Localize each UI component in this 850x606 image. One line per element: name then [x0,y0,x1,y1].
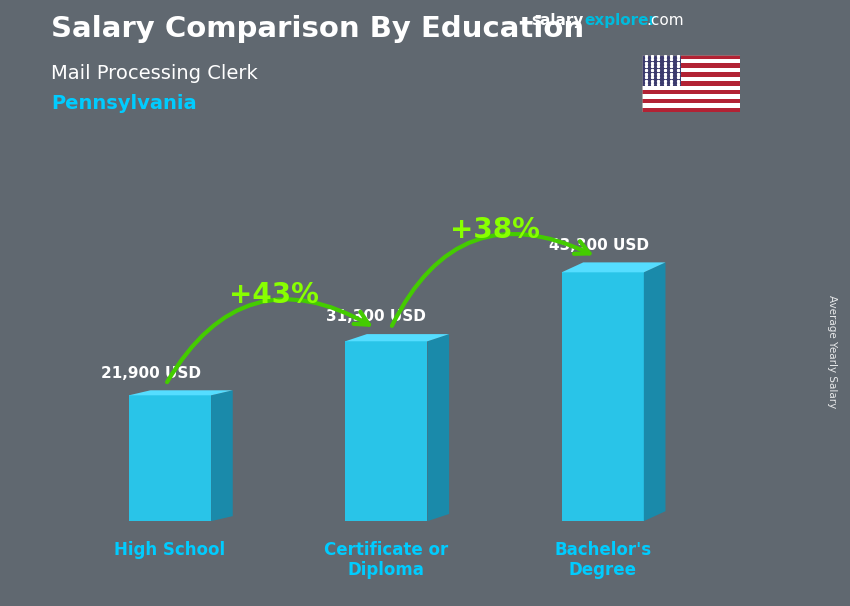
Bar [642,85,740,90]
Bar [642,59,740,64]
Polygon shape [428,334,449,521]
Text: 21,900 USD: 21,900 USD [101,365,201,381]
Text: +43%: +43% [229,281,319,310]
Polygon shape [345,334,449,341]
Text: salary: salary [531,13,584,28]
Bar [642,81,740,85]
Bar [642,55,740,59]
Polygon shape [129,395,211,521]
Text: 43,300 USD: 43,300 USD [548,238,649,253]
Polygon shape [562,262,666,272]
Bar [642,90,740,95]
Bar [642,68,740,72]
Text: +38%: +38% [450,216,540,244]
Text: 31,300 USD: 31,300 USD [326,310,426,324]
Bar [642,103,740,108]
Bar [642,95,740,99]
Polygon shape [643,262,666,521]
Bar [642,99,740,103]
Polygon shape [129,390,233,395]
Bar [642,55,681,85]
Text: explorer: explorer [585,13,657,28]
Text: .com: .com [646,13,683,28]
Bar [642,72,740,77]
Bar [642,77,740,81]
Polygon shape [211,390,233,521]
Polygon shape [345,341,428,521]
Text: Salary Comparison By Education: Salary Comparison By Education [51,15,584,43]
Text: Pennsylvania: Pennsylvania [51,94,196,113]
Text: Average Yearly Salary: Average Yearly Salary [827,295,837,408]
Bar [642,108,740,112]
Polygon shape [562,272,643,521]
Text: Mail Processing Clerk: Mail Processing Clerk [51,64,258,82]
Bar [642,64,740,68]
